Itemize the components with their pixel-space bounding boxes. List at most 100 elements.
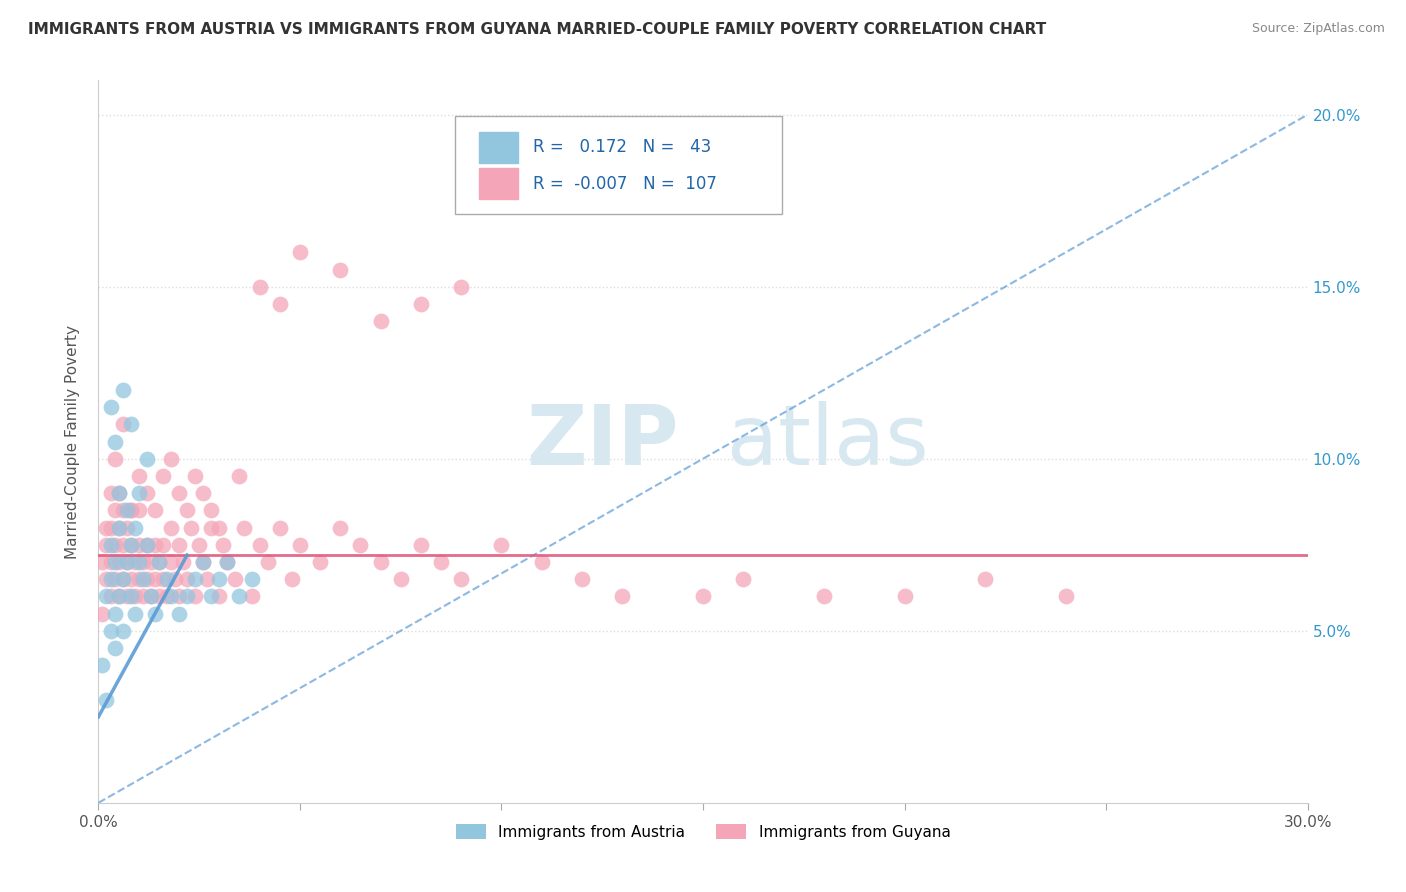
Point: [103, 640, 125, 655]
Point: [124, 607, 146, 621]
Point: [103, 434, 125, 449]
Point: [128, 469, 150, 483]
Point: [103, 572, 125, 586]
Point: [91, 658, 114, 673]
Point: [107, 486, 129, 500]
Point: [309, 555, 332, 569]
Point: [111, 417, 134, 432]
Point: [100, 520, 122, 534]
Point: [733, 572, 755, 586]
Point: [103, 538, 125, 552]
Y-axis label: Married-Couple Family Poverty: Married-Couple Family Poverty: [65, 325, 80, 558]
Point: [148, 555, 170, 569]
Point: [156, 572, 179, 586]
Point: [143, 538, 166, 552]
Point: [120, 503, 142, 517]
Point: [100, 400, 122, 414]
Point: [240, 590, 263, 604]
Point: [232, 520, 254, 534]
Point: [96, 520, 118, 534]
Point: [115, 503, 138, 517]
Point: [195, 572, 218, 586]
Point: [152, 572, 174, 586]
Point: [176, 590, 198, 604]
Point: [135, 486, 157, 500]
Point: [193, 555, 215, 569]
Point: [530, 555, 553, 569]
Point: [288, 245, 311, 260]
Point: [96, 692, 118, 706]
Point: [128, 572, 150, 586]
Point: [139, 590, 162, 604]
Point: [148, 590, 170, 604]
Bar: [479, 132, 517, 162]
Point: [160, 520, 183, 534]
Point: [128, 503, 150, 517]
Point: [120, 538, 142, 552]
Point: [163, 572, 186, 586]
Point: [224, 572, 246, 586]
Point: [208, 590, 231, 604]
Point: [692, 590, 714, 604]
Point: [96, 572, 118, 586]
Point: [491, 538, 513, 552]
Point: [228, 590, 250, 604]
Point: [120, 572, 142, 586]
Point: [409, 297, 432, 311]
Point: [249, 538, 271, 552]
Point: [115, 555, 138, 569]
Point: [370, 555, 392, 569]
Text: ZIP: ZIP: [526, 401, 679, 482]
Point: [176, 503, 198, 517]
Point: [139, 555, 162, 569]
Point: [128, 555, 150, 569]
Point: [430, 555, 453, 569]
Point: [124, 555, 146, 569]
Point: [128, 486, 150, 500]
Point: [450, 572, 472, 586]
Point: [208, 572, 231, 586]
Point: [143, 503, 166, 517]
Text: R =  -0.007   N =  107: R = -0.007 N = 107: [533, 175, 717, 193]
Bar: [479, 169, 517, 199]
Point: [269, 520, 291, 534]
Point: [200, 503, 222, 517]
Point: [135, 538, 157, 552]
Point: [148, 555, 170, 569]
Point: [1054, 590, 1077, 604]
Point: [111, 503, 134, 517]
Point: [103, 503, 125, 517]
Point: [143, 607, 166, 621]
Point: [180, 520, 202, 534]
Point: [193, 555, 215, 569]
Point: [100, 624, 122, 638]
Legend: Immigrants from Austria, Immigrants from Guyana: Immigrants from Austria, Immigrants from…: [450, 818, 956, 846]
Point: [389, 572, 412, 586]
Point: [329, 520, 352, 534]
Point: [120, 590, 142, 604]
Point: [974, 572, 997, 586]
Point: [281, 572, 304, 586]
Point: [100, 590, 122, 604]
Point: [111, 538, 134, 552]
Point: [167, 538, 190, 552]
Point: [571, 572, 593, 586]
Point: [217, 555, 239, 569]
Point: [160, 451, 183, 466]
Point: [200, 590, 222, 604]
FancyBboxPatch shape: [456, 117, 782, 214]
Point: [128, 538, 150, 552]
Point: [120, 503, 142, 517]
Text: atlas: atlas: [727, 401, 929, 482]
Text: Source: ZipAtlas.com: Source: ZipAtlas.com: [1251, 22, 1385, 36]
Point: [100, 555, 122, 569]
Point: [100, 572, 122, 586]
Point: [120, 538, 142, 552]
Point: [212, 538, 235, 552]
Point: [160, 590, 183, 604]
Point: [135, 572, 157, 586]
Point: [132, 555, 155, 569]
Point: [107, 555, 129, 569]
Point: [184, 572, 207, 586]
Point: [111, 624, 134, 638]
